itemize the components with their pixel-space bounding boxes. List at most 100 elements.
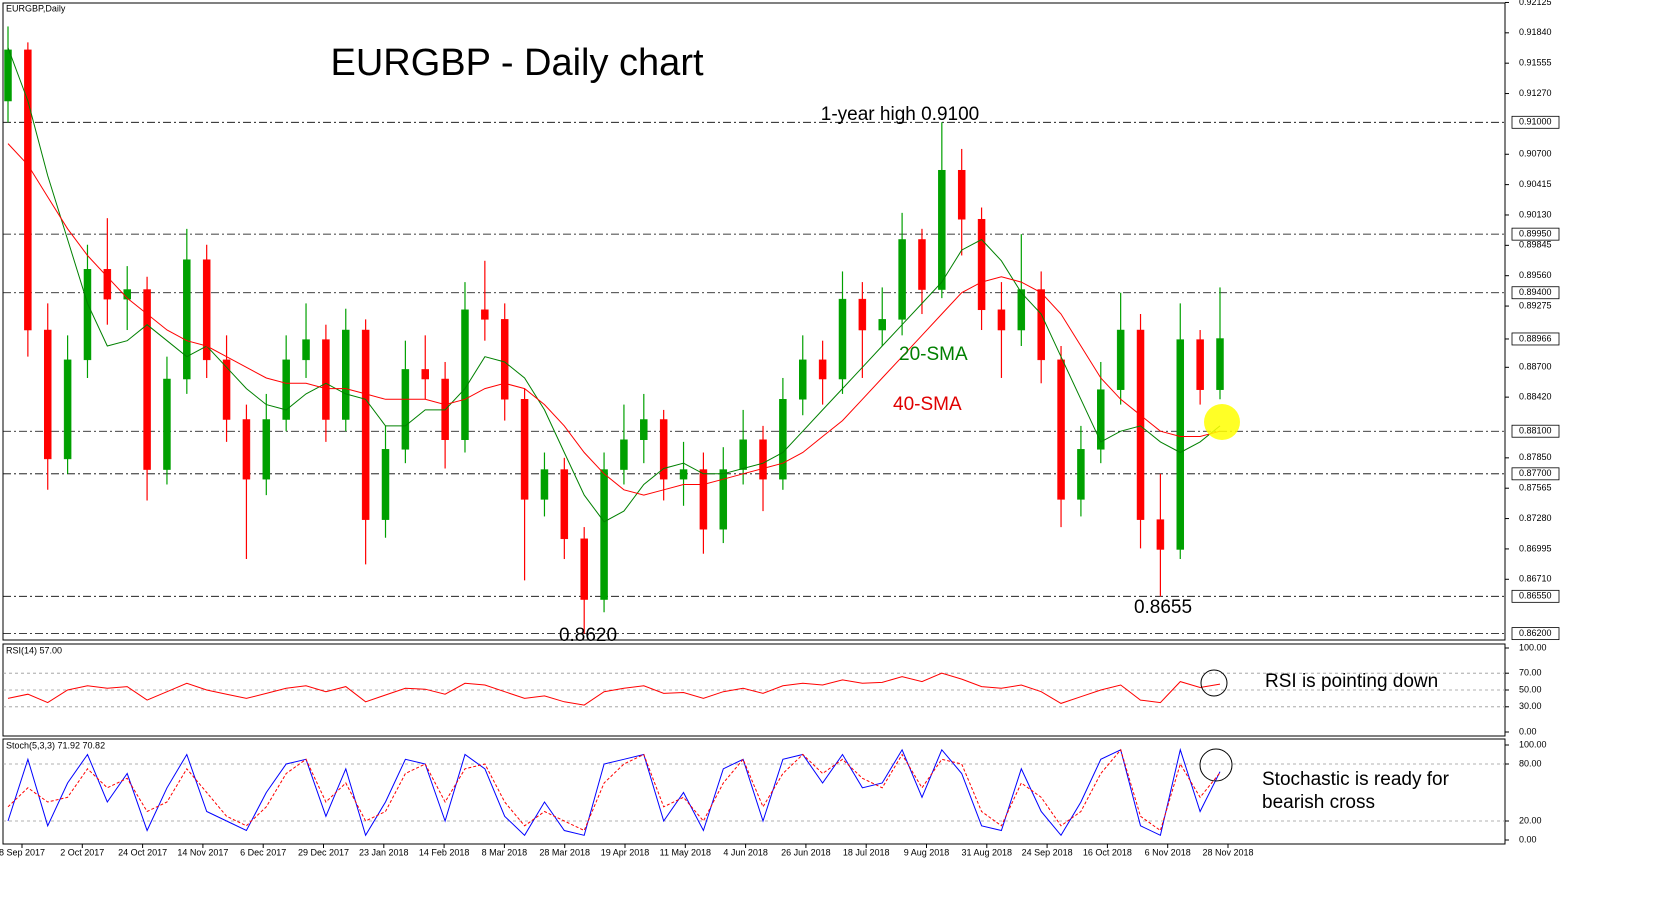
candle-body <box>481 309 489 320</box>
x-tick-label: 26 Jun 2018 <box>781 847 831 857</box>
rsi-tick-label: 70.00 <box>1519 668 1542 678</box>
candle-body <box>63 359 72 460</box>
highlight-circle <box>1199 748 1233 782</box>
candle-body <box>1057 359 1065 500</box>
annotation-low: 0.8655 <box>1134 597 1192 618</box>
x-tick-label: 29 Dec 2017 <box>298 847 349 857</box>
candle-body <box>361 329 370 520</box>
rsi-tick-label: 50.00 <box>1519 684 1542 694</box>
rsi-tick-label: 30.00 <box>1519 701 1542 711</box>
candle-body <box>202 259 211 361</box>
level-label-box <box>1511 589 1560 603</box>
annotation-low: 0.8620 <box>559 625 617 646</box>
candle-body <box>401 369 410 450</box>
x-tick-label: 6 Dec 2017 <box>240 847 286 857</box>
candle-body <box>600 469 608 600</box>
level-label-box <box>1511 424 1560 438</box>
level-label-box <box>1511 227 1560 241</box>
candle-body <box>640 419 648 440</box>
candle-body <box>898 239 906 320</box>
candle-body <box>461 309 469 440</box>
level-label-box <box>1511 115 1560 129</box>
candle-body <box>222 359 231 420</box>
stoch-tick-label: 100.00 <box>1519 739 1547 749</box>
x-tick-label: 28 Nov 2018 <box>1202 847 1253 857</box>
candle-body <box>381 449 390 520</box>
x-tick-label: 14 Feb 2018 <box>419 847 470 857</box>
y-tick-label: 0.89845 <box>1519 240 1552 250</box>
stoch-k-line <box>7 747 1221 837</box>
candle-body <box>620 439 628 470</box>
y-tick-label: 0.91840 <box>1519 27 1552 37</box>
level-label: 0.89400 <box>1519 287 1552 297</box>
candle-body <box>242 419 251 480</box>
stoch-tick-label: 20.00 <box>1519 815 1542 825</box>
candle-body <box>322 339 330 420</box>
candle-body <box>938 169 946 290</box>
stoch-d-line <box>7 748 1221 832</box>
stoch-note: bearish cross <box>1262 792 1375 813</box>
y-tick-label: 0.87280 <box>1519 513 1552 523</box>
y-tick-label: 0.86710 <box>1519 574 1552 584</box>
candle-body <box>997 309 1006 331</box>
candle-body <box>1077 449 1085 500</box>
stoch-tick-label: 0.00 <box>1519 834 1537 844</box>
candle-body <box>779 399 787 480</box>
rsi-tick-label: 100.00 <box>1519 642 1547 652</box>
x-tick-label: 14 Nov 2017 <box>177 847 228 857</box>
x-tick-label: 28 Mar 2018 <box>539 847 590 857</box>
x-tick-label: 24 Sep 2018 <box>1022 847 1073 857</box>
candle-body <box>699 469 708 530</box>
level-label: 0.86550 <box>1519 591 1552 601</box>
stoch-panel-frame <box>2 738 1506 845</box>
level-label-box <box>1511 627 1560 641</box>
candle-body <box>679 469 688 480</box>
rsi-label: RSI(14) 57.00 <box>6 645 62 655</box>
x-tick-label: 24 Oct 2017 <box>118 847 167 857</box>
candle-body <box>977 218 986 311</box>
sma-line <box>7 47 1221 523</box>
x-tick-label: 9 Aug 2018 <box>904 847 950 857</box>
candle-body <box>103 269 112 300</box>
level-label: 0.88100 <box>1519 426 1552 436</box>
stoch-note: Stochastic is ready for <box>1262 769 1450 790</box>
candle-body <box>719 469 728 530</box>
candle-body <box>540 469 549 500</box>
x-tick-label: 11 May 2018 <box>660 847 711 857</box>
candle-body <box>1196 339 1204 390</box>
candle-body <box>1037 289 1045 361</box>
x-tick-label: 18 Jul 2018 <box>843 847 890 857</box>
rsi-tick-label: 0.00 <box>1519 726 1537 736</box>
candle-body <box>143 289 151 470</box>
candle-body <box>1097 389 1105 450</box>
candle-body <box>838 298 847 380</box>
candle-body <box>421 369 429 380</box>
level-label: 0.91000 <box>1519 117 1552 127</box>
main-panel-frame <box>2 2 1506 641</box>
candle-body <box>1136 329 1145 520</box>
candle-body <box>1116 329 1125 390</box>
highlight-circle <box>1204 404 1240 440</box>
x-tick-label: 4 Jun 2018 <box>723 847 768 857</box>
y-tick-label: 0.88700 <box>1519 362 1552 372</box>
candle-body <box>520 399 529 500</box>
candle-body <box>4 49 12 102</box>
rsi-note: RSI is pointing down <box>1265 671 1438 692</box>
candle-body <box>1176 339 1185 550</box>
y-tick-label: 0.91555 <box>1519 58 1552 68</box>
candle-body <box>163 378 171 470</box>
candle-body <box>83 269 92 361</box>
candle-body <box>302 339 310 361</box>
candle-body <box>500 319 509 400</box>
x-tick-label: 19 Apr 2018 <box>601 847 650 857</box>
x-tick-label: 2 Oct 2017 <box>60 847 104 857</box>
level-label: 0.86200 <box>1519 628 1552 638</box>
stoch-tick-label: 80.00 <box>1519 758 1542 768</box>
y-tick-label: 0.86995 <box>1519 543 1552 553</box>
last-price-box <box>1511 332 1560 346</box>
y-tick-label: 0.89275 <box>1519 300 1552 310</box>
candle-body <box>262 419 271 480</box>
candle-body <box>759 439 767 480</box>
x-tick-label: 31 Aug 2018 <box>962 847 1013 857</box>
candle-body <box>24 49 32 331</box>
